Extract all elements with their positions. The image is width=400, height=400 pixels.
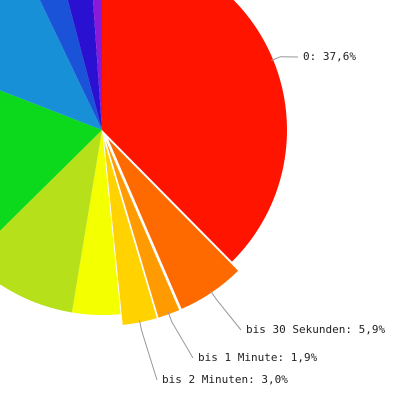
leader-line xyxy=(139,320,158,381)
pie-slice xyxy=(105,140,180,318)
pie-slice xyxy=(71,130,121,316)
data-label: bis 30 Sekunden: 5,9% xyxy=(246,323,385,336)
pie-slice xyxy=(104,140,157,325)
data-label: bis 2 Minuten: 3,0% xyxy=(162,373,288,386)
leader-line xyxy=(210,290,242,331)
data-label: 0: 37,6% xyxy=(303,50,356,63)
pie-slice xyxy=(108,139,239,309)
pie-slice xyxy=(67,0,102,130)
data-label: bis 1 Minute: 1,9% xyxy=(198,351,318,364)
pie-slice xyxy=(0,0,102,130)
pie-slice xyxy=(39,0,102,130)
pie-slice xyxy=(0,130,102,313)
pie-slice xyxy=(93,0,102,130)
pie-slice xyxy=(102,0,287,262)
pie-slice xyxy=(0,90,102,231)
leader-line xyxy=(271,56,299,61)
leader-line xyxy=(167,312,194,359)
